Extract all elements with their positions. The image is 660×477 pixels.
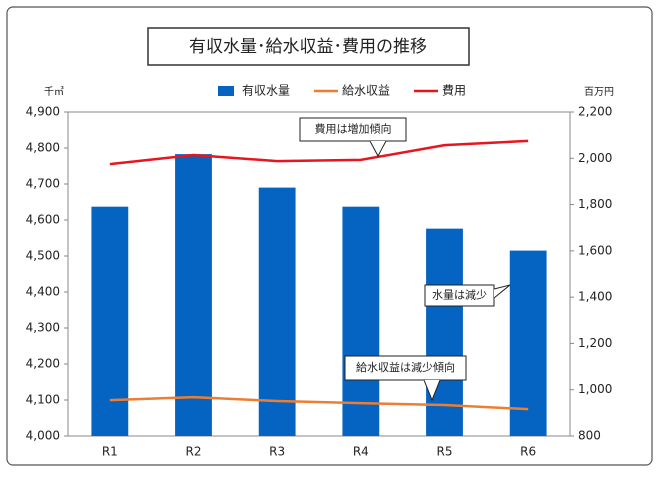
y2-tick-label: 1,800 (578, 197, 612, 211)
legend-label: 費用 (442, 83, 466, 98)
title-box (147, 27, 470, 66)
line (109, 395, 529, 411)
bar (509, 250, 547, 436)
y-tick-label: 4,500 (26, 249, 60, 263)
y2-tick-label: 1,600 (578, 243, 612, 257)
callout-box (344, 355, 467, 381)
y2-tick-label: 800 (578, 429, 601, 443)
y-tick-label: 4,200 (26, 357, 60, 371)
x-tick-label: R4 (353, 445, 369, 459)
bar (342, 206, 380, 436)
callout-box (299, 117, 407, 142)
callout-pointer (369, 140, 387, 158)
chart-title: 有収水量･給水収益･費用の推移 (189, 37, 427, 57)
callout-pointer (493, 284, 511, 299)
line (109, 139, 529, 166)
y-tick-label: 4,700 (26, 177, 60, 191)
annotation: 水量は減少 (432, 288, 487, 302)
x-tick-label: R2 (186, 445, 202, 459)
y-tick-label: 4,100 (26, 393, 60, 407)
y-tick-label: 4,400 (26, 285, 60, 299)
annotation: 費用は増加傾向 (315, 122, 392, 136)
annotation: 給水収益は減少傾向 (356, 360, 455, 374)
y-tick-label: 4,600 (26, 213, 60, 227)
callout-pointer (423, 379, 441, 402)
chart-frame (6, 6, 653, 466)
y2-unit: 百万円 (584, 86, 614, 98)
x-tick-label: R6 (520, 445, 536, 459)
bar (426, 228, 463, 436)
y-tick-label: 4,300 (26, 321, 60, 335)
y2-tick-label: 1,400 (578, 290, 612, 304)
y-tick-label: 4,800 (26, 141, 60, 155)
plot-area (67, 111, 571, 437)
x-tick-label: R5 (437, 445, 453, 459)
bar (258, 187, 296, 436)
legend-label: 給水収益 (342, 84, 390, 98)
x-tick-label: R1 (102, 445, 118, 459)
x-tick-label: R3 (269, 445, 285, 459)
y2-tick-label: 1,200 (578, 336, 612, 350)
legend-swatch (218, 86, 234, 96)
bar (175, 154, 212, 436)
y-tick-label: 4,000 (26, 429, 60, 443)
y2-tick-label: 2,000 (578, 151, 612, 165)
y-unit: 千㎥ (44, 85, 64, 98)
y-tick-label: 4,900 (26, 105, 60, 119)
bar (91, 206, 129, 436)
legend-label: 有収水量 (242, 84, 290, 98)
y2-tick-label: 2,200 (578, 105, 612, 119)
y2-tick-label: 1,000 (578, 382, 612, 396)
